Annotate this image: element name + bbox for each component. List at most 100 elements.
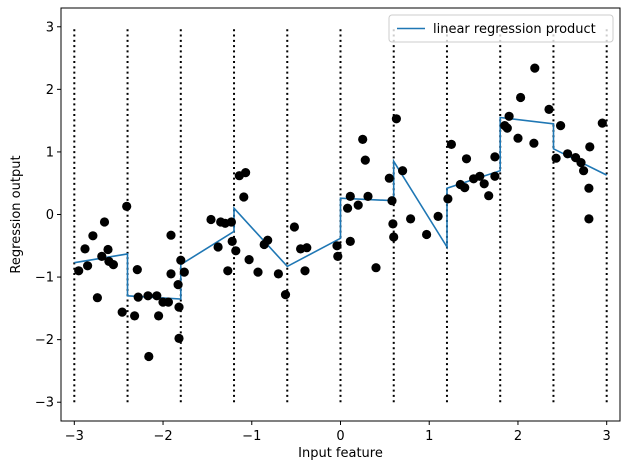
data-point (387, 196, 397, 206)
bin-edges (73, 26, 608, 403)
data-point (130, 311, 140, 321)
data-point (92, 293, 102, 303)
y-tick-label: −2 (35, 333, 54, 348)
data-point (173, 280, 183, 290)
data-point (117, 307, 127, 317)
data-point (345, 191, 355, 201)
data-point (289, 222, 299, 232)
data-point (584, 214, 594, 224)
data-point (174, 333, 184, 343)
data-point (597, 118, 607, 128)
data-point (133, 292, 143, 302)
data-point (226, 217, 236, 227)
data-point (132, 265, 142, 275)
x-tick-label: −3 (65, 429, 84, 444)
data-point (144, 351, 154, 362)
data-point (166, 269, 176, 279)
data-point (513, 133, 523, 143)
data-point (422, 229, 432, 240)
data-point (551, 153, 561, 163)
data-point (544, 104, 554, 114)
legend: linear regression product (388, 14, 614, 43)
data-point (280, 290, 291, 300)
data-point (446, 139, 456, 149)
data-point (556, 121, 566, 131)
data-point (213, 242, 223, 252)
data-point (461, 154, 472, 164)
data-point (122, 201, 132, 211)
x-tick-label: 1 (425, 429, 433, 444)
data-point (529, 138, 539, 148)
data-point (490, 152, 500, 162)
data-point (143, 291, 153, 301)
x-tick-label: 3 (603, 429, 611, 444)
data-point (97, 251, 107, 261)
data-point (99, 217, 110, 227)
data-point (227, 236, 237, 246)
data-point (584, 183, 594, 193)
data-point (332, 241, 342, 251)
data-point (343, 203, 353, 213)
data-point (443, 194, 453, 204)
data-point (455, 179, 465, 190)
data-point (166, 230, 176, 240)
data-point (176, 255, 186, 265)
data-point (530, 63, 540, 73)
data-point (490, 171, 500, 181)
data-point (484, 191, 494, 201)
data-point (273, 269, 283, 279)
data-point (154, 311, 164, 321)
data-point (371, 263, 381, 273)
data-point (174, 302, 184, 312)
data-point (88, 231, 98, 241)
data-point (179, 267, 189, 277)
data-point (80, 244, 90, 254)
y-tick-label: −3 (35, 396, 54, 411)
data-point (504, 111, 514, 121)
x-axis-label: Input feature (298, 446, 383, 461)
data-point (223, 266, 233, 276)
data-point (253, 267, 263, 277)
data-point (152, 291, 162, 301)
data-point (263, 235, 273, 245)
data-point (398, 166, 408, 176)
data-points (74, 63, 607, 362)
data-point (433, 211, 443, 221)
data-point (345, 236, 355, 246)
y-tick-label: 1 (46, 145, 54, 160)
data-point (163, 297, 173, 307)
data-point (302, 243, 312, 253)
data-point (108, 260, 118, 270)
y-axis-label: Regression output (9, 155, 24, 273)
data-point (389, 232, 399, 242)
data-point (516, 92, 526, 103)
data-point (206, 214, 216, 225)
regression-line (74, 116, 608, 300)
data-point (391, 114, 401, 124)
x-tick-label: 2 (514, 429, 522, 444)
data-point (475, 171, 485, 181)
x-tick-label: −1 (242, 429, 261, 444)
data-point (74, 266, 84, 276)
data-point (406, 214, 416, 224)
data-point (384, 173, 394, 183)
data-point (579, 166, 589, 176)
y-axis-ticks: −3 −2 −1 0 1 2 3 (35, 20, 61, 411)
data-point (83, 261, 93, 271)
data-point (363, 191, 373, 201)
data-point (563, 149, 573, 159)
data-point (239, 192, 249, 202)
data-point (231, 246, 241, 256)
x-axis-ticks: −3 −2 −1 0 1 2 3 (65, 421, 611, 444)
data-point (388, 219, 398, 229)
data-point (241, 168, 251, 178)
legend-label: linear regression product (433, 22, 596, 37)
legend-box (388, 14, 614, 43)
data-point (353, 200, 363, 210)
data-point (502, 123, 512, 133)
data-point (585, 142, 595, 152)
y-tick-label: 0 (46, 208, 54, 223)
data-point (103, 244, 113, 255)
data-point (360, 155, 370, 165)
